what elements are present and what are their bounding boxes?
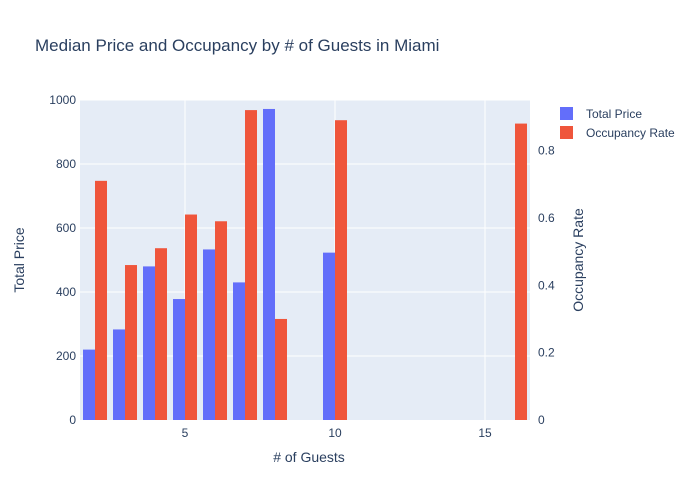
y2-tick-label: 0 bbox=[538, 413, 545, 427]
bar-occupancy-rate[interactable] bbox=[215, 221, 227, 420]
y2-axis-title: Occupancy Rate bbox=[570, 208, 586, 312]
bar-occupancy-rate[interactable] bbox=[155, 248, 167, 420]
bar-total-price[interactable] bbox=[323, 252, 335, 420]
y2-tick-label: 0.6 bbox=[538, 211, 555, 225]
y2-tick-label: 0.2 bbox=[538, 346, 555, 360]
bar-occupancy-rate[interactable] bbox=[515, 123, 527, 420]
bar-total-price[interactable] bbox=[83, 349, 95, 420]
bar-occupancy-rate[interactable] bbox=[275, 318, 287, 420]
x-tick-label: 10 bbox=[328, 426, 342, 440]
y-tick-label: 600 bbox=[56, 221, 76, 235]
bar-total-price[interactable] bbox=[143, 266, 155, 420]
chart-title: Median Price and Occupancy by # of Guest… bbox=[35, 36, 439, 55]
bar-occupancy-rate[interactable] bbox=[125, 265, 137, 420]
x-tick-label: 5 bbox=[182, 426, 189, 440]
bars bbox=[83, 108, 527, 421]
legend-label-total-price: Total Price bbox=[586, 107, 642, 121]
y2-tick-label: 0.8 bbox=[538, 144, 555, 158]
y2-tick-label: 0.4 bbox=[538, 278, 555, 292]
x-axis-title: # of Guests bbox=[273, 449, 345, 465]
y-tick-label: 200 bbox=[56, 349, 76, 363]
bar-occupancy-rate[interactable] bbox=[335, 120, 347, 421]
bar-total-price[interactable] bbox=[203, 249, 215, 420]
bar-total-price[interactable] bbox=[263, 108, 275, 421]
legend-label-occupancy-rate: Occupancy Rate bbox=[586, 126, 675, 140]
legend[interactable]: Total Price Occupancy Rate bbox=[560, 107, 675, 140]
bar-occupancy-rate[interactable] bbox=[185, 214, 197, 420]
bar-total-price[interactable] bbox=[113, 329, 125, 420]
y-tick-label: 0 bbox=[69, 413, 76, 427]
legend-swatch-total-price bbox=[560, 107, 573, 120]
y-tick-label: 400 bbox=[56, 285, 76, 299]
y-axis-title: Total Price bbox=[11, 227, 27, 293]
tick-labels: 5 10 15 0 200 400 600 800 1000 0 0.2 0.4 0.6 0.8 bbox=[49, 93, 555, 440]
y-tick-label: 1000 bbox=[49, 93, 76, 107]
bar-occupancy-rate[interactable] bbox=[245, 110, 257, 421]
x-tick-label: 15 bbox=[478, 426, 492, 440]
bar-total-price[interactable] bbox=[233, 282, 245, 420]
bar-total-price[interactable] bbox=[173, 299, 185, 420]
legend-swatch-occupancy-rate bbox=[560, 126, 573, 139]
bar-occupancy-rate[interactable] bbox=[95, 180, 107, 420]
y-tick-label: 800 bbox=[56, 157, 76, 171]
